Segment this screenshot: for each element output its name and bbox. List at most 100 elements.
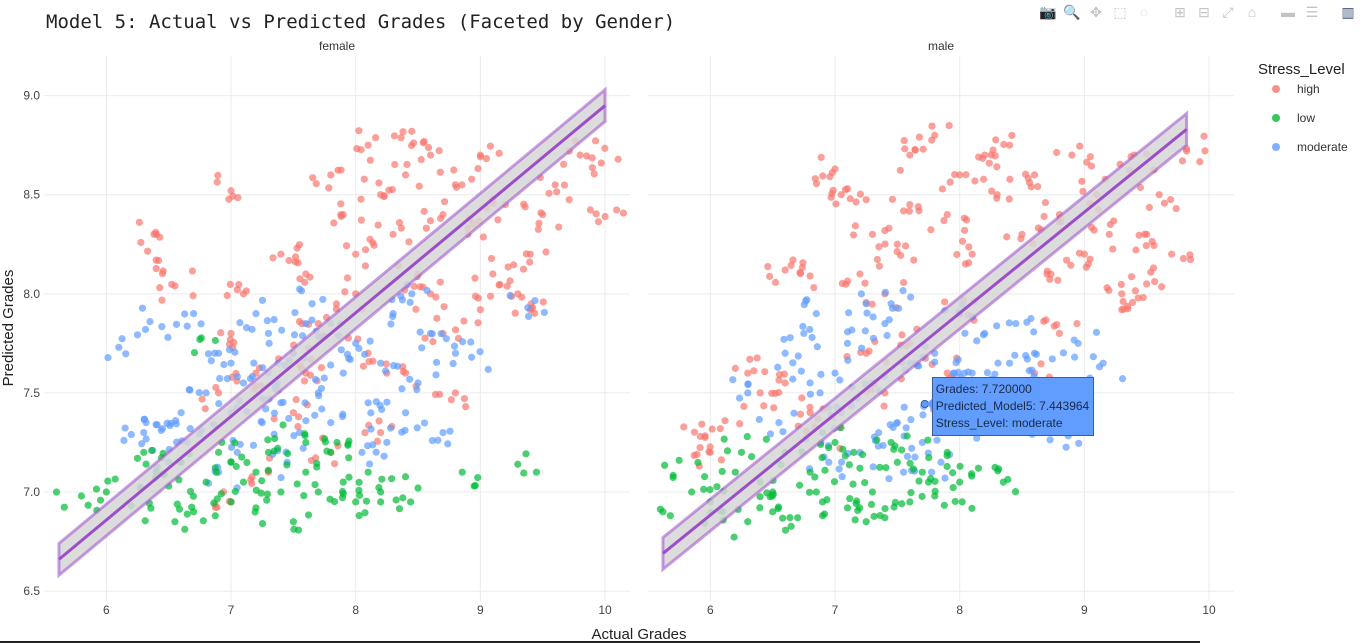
point-high	[731, 364, 739, 372]
point-moderate	[506, 291, 514, 300]
point-high	[361, 429, 369, 437]
point-low	[183, 510, 191, 518]
point-high	[736, 420, 744, 428]
point-high	[545, 189, 553, 197]
point-low	[995, 465, 1003, 473]
point-low	[313, 459, 321, 467]
point-high	[868, 300, 876, 308]
camera-icon[interactable]: 📷	[1039, 3, 1057, 20]
point-high	[592, 210, 600, 218]
point-low	[227, 498, 235, 506]
point-moderate	[197, 320, 205, 328]
spike-lines-icon[interactable]: ▬	[1281, 4, 1295, 20]
point-high	[1041, 198, 1050, 207]
point-moderate	[1092, 328, 1101, 336]
point-moderate	[797, 367, 805, 375]
point-moderate	[899, 468, 908, 476]
point-high	[1068, 151, 1076, 159]
point-high	[1079, 187, 1087, 196]
point-low	[133, 454, 142, 462]
point-moderate	[881, 288, 889, 296]
zoom-out-icon[interactable]: ⊟	[1198, 3, 1210, 20]
point-moderate	[937, 458, 945, 466]
point-high	[1128, 298, 1137, 307]
point-moderate	[121, 424, 129, 432]
point-high	[960, 214, 968, 222]
point-high	[226, 280, 234, 289]
point-low	[355, 512, 363, 520]
point-moderate	[380, 452, 388, 460]
point-moderate	[158, 323, 166, 331]
point-moderate	[186, 425, 194, 433]
point-high	[486, 142, 494, 150]
point-moderate	[183, 322, 191, 330]
reset-axes-icon[interactable]: ⌂	[1247, 4, 1257, 20]
pan-icon[interactable]: ✥	[1090, 3, 1102, 20]
point-low	[700, 473, 709, 481]
autoscale-icon[interactable]: ⤢	[1222, 3, 1234, 20]
point-moderate	[319, 295, 327, 304]
point-high	[1073, 320, 1081, 328]
x-tick-label: 7	[228, 603, 235, 617]
point-moderate	[377, 359, 385, 367]
point-moderate	[258, 296, 267, 304]
point-moderate	[817, 370, 825, 379]
point-low	[304, 511, 313, 519]
y-tick-label: 7.5	[23, 386, 40, 400]
zoom-icon[interactable]: 🔍	[1063, 3, 1081, 20]
lasso-select-icon[interactable]: ◌	[1139, 4, 1149, 20]
point-moderate	[1005, 359, 1014, 367]
point-high	[992, 136, 1000, 144]
point-high	[353, 144, 361, 153]
point-high	[953, 250, 961, 259]
plotly-logo-icon[interactable]: ▥	[1341, 3, 1355, 20]
point-high	[511, 309, 519, 317]
point-high	[306, 273, 314, 281]
point-low	[949, 483, 957, 492]
point-high	[158, 296, 166, 304]
compare-hover-icon[interactable]: ☰	[1305, 3, 1319, 20]
point-low	[60, 503, 68, 511]
point-high	[420, 137, 428, 146]
point-moderate	[406, 298, 414, 306]
point-high	[424, 143, 433, 152]
point-high	[421, 334, 429, 342]
point-high	[285, 256, 293, 265]
point-high	[1143, 280, 1151, 288]
point-high	[403, 160, 411, 169]
point-high	[1124, 305, 1132, 313]
point-high	[375, 417, 383, 425]
point-moderate	[918, 438, 926, 447]
point-low	[731, 468, 739, 476]
point-low	[918, 492, 926, 501]
point-high	[377, 428, 385, 437]
point-low	[175, 505, 184, 513]
point-moderate	[389, 312, 397, 321]
point-high	[946, 178, 954, 186]
point-high	[1186, 251, 1194, 259]
point-high	[965, 243, 973, 251]
zoom-in-icon[interactable]: ⊞	[1174, 3, 1186, 20]
point-low	[345, 437, 353, 445]
point-high	[1034, 183, 1042, 191]
point-high	[900, 207, 908, 215]
point-high	[893, 247, 901, 256]
point-high	[775, 371, 784, 379]
point-moderate	[157, 426, 165, 435]
point-high	[1086, 153, 1094, 161]
point-high	[761, 368, 769, 376]
point-low	[263, 496, 271, 504]
point-high	[1179, 254, 1188, 263]
point-low	[171, 518, 179, 526]
point-moderate	[885, 475, 893, 483]
point-low	[925, 453, 933, 462]
point-high	[382, 360, 390, 368]
box-select-icon[interactable]: ⬚	[1113, 3, 1127, 20]
point-high	[474, 164, 482, 173]
point-high	[1201, 147, 1209, 155]
point-high	[900, 136, 908, 145]
point-high	[846, 195, 854, 203]
point-high	[613, 206, 621, 214]
point-high	[928, 136, 936, 144]
